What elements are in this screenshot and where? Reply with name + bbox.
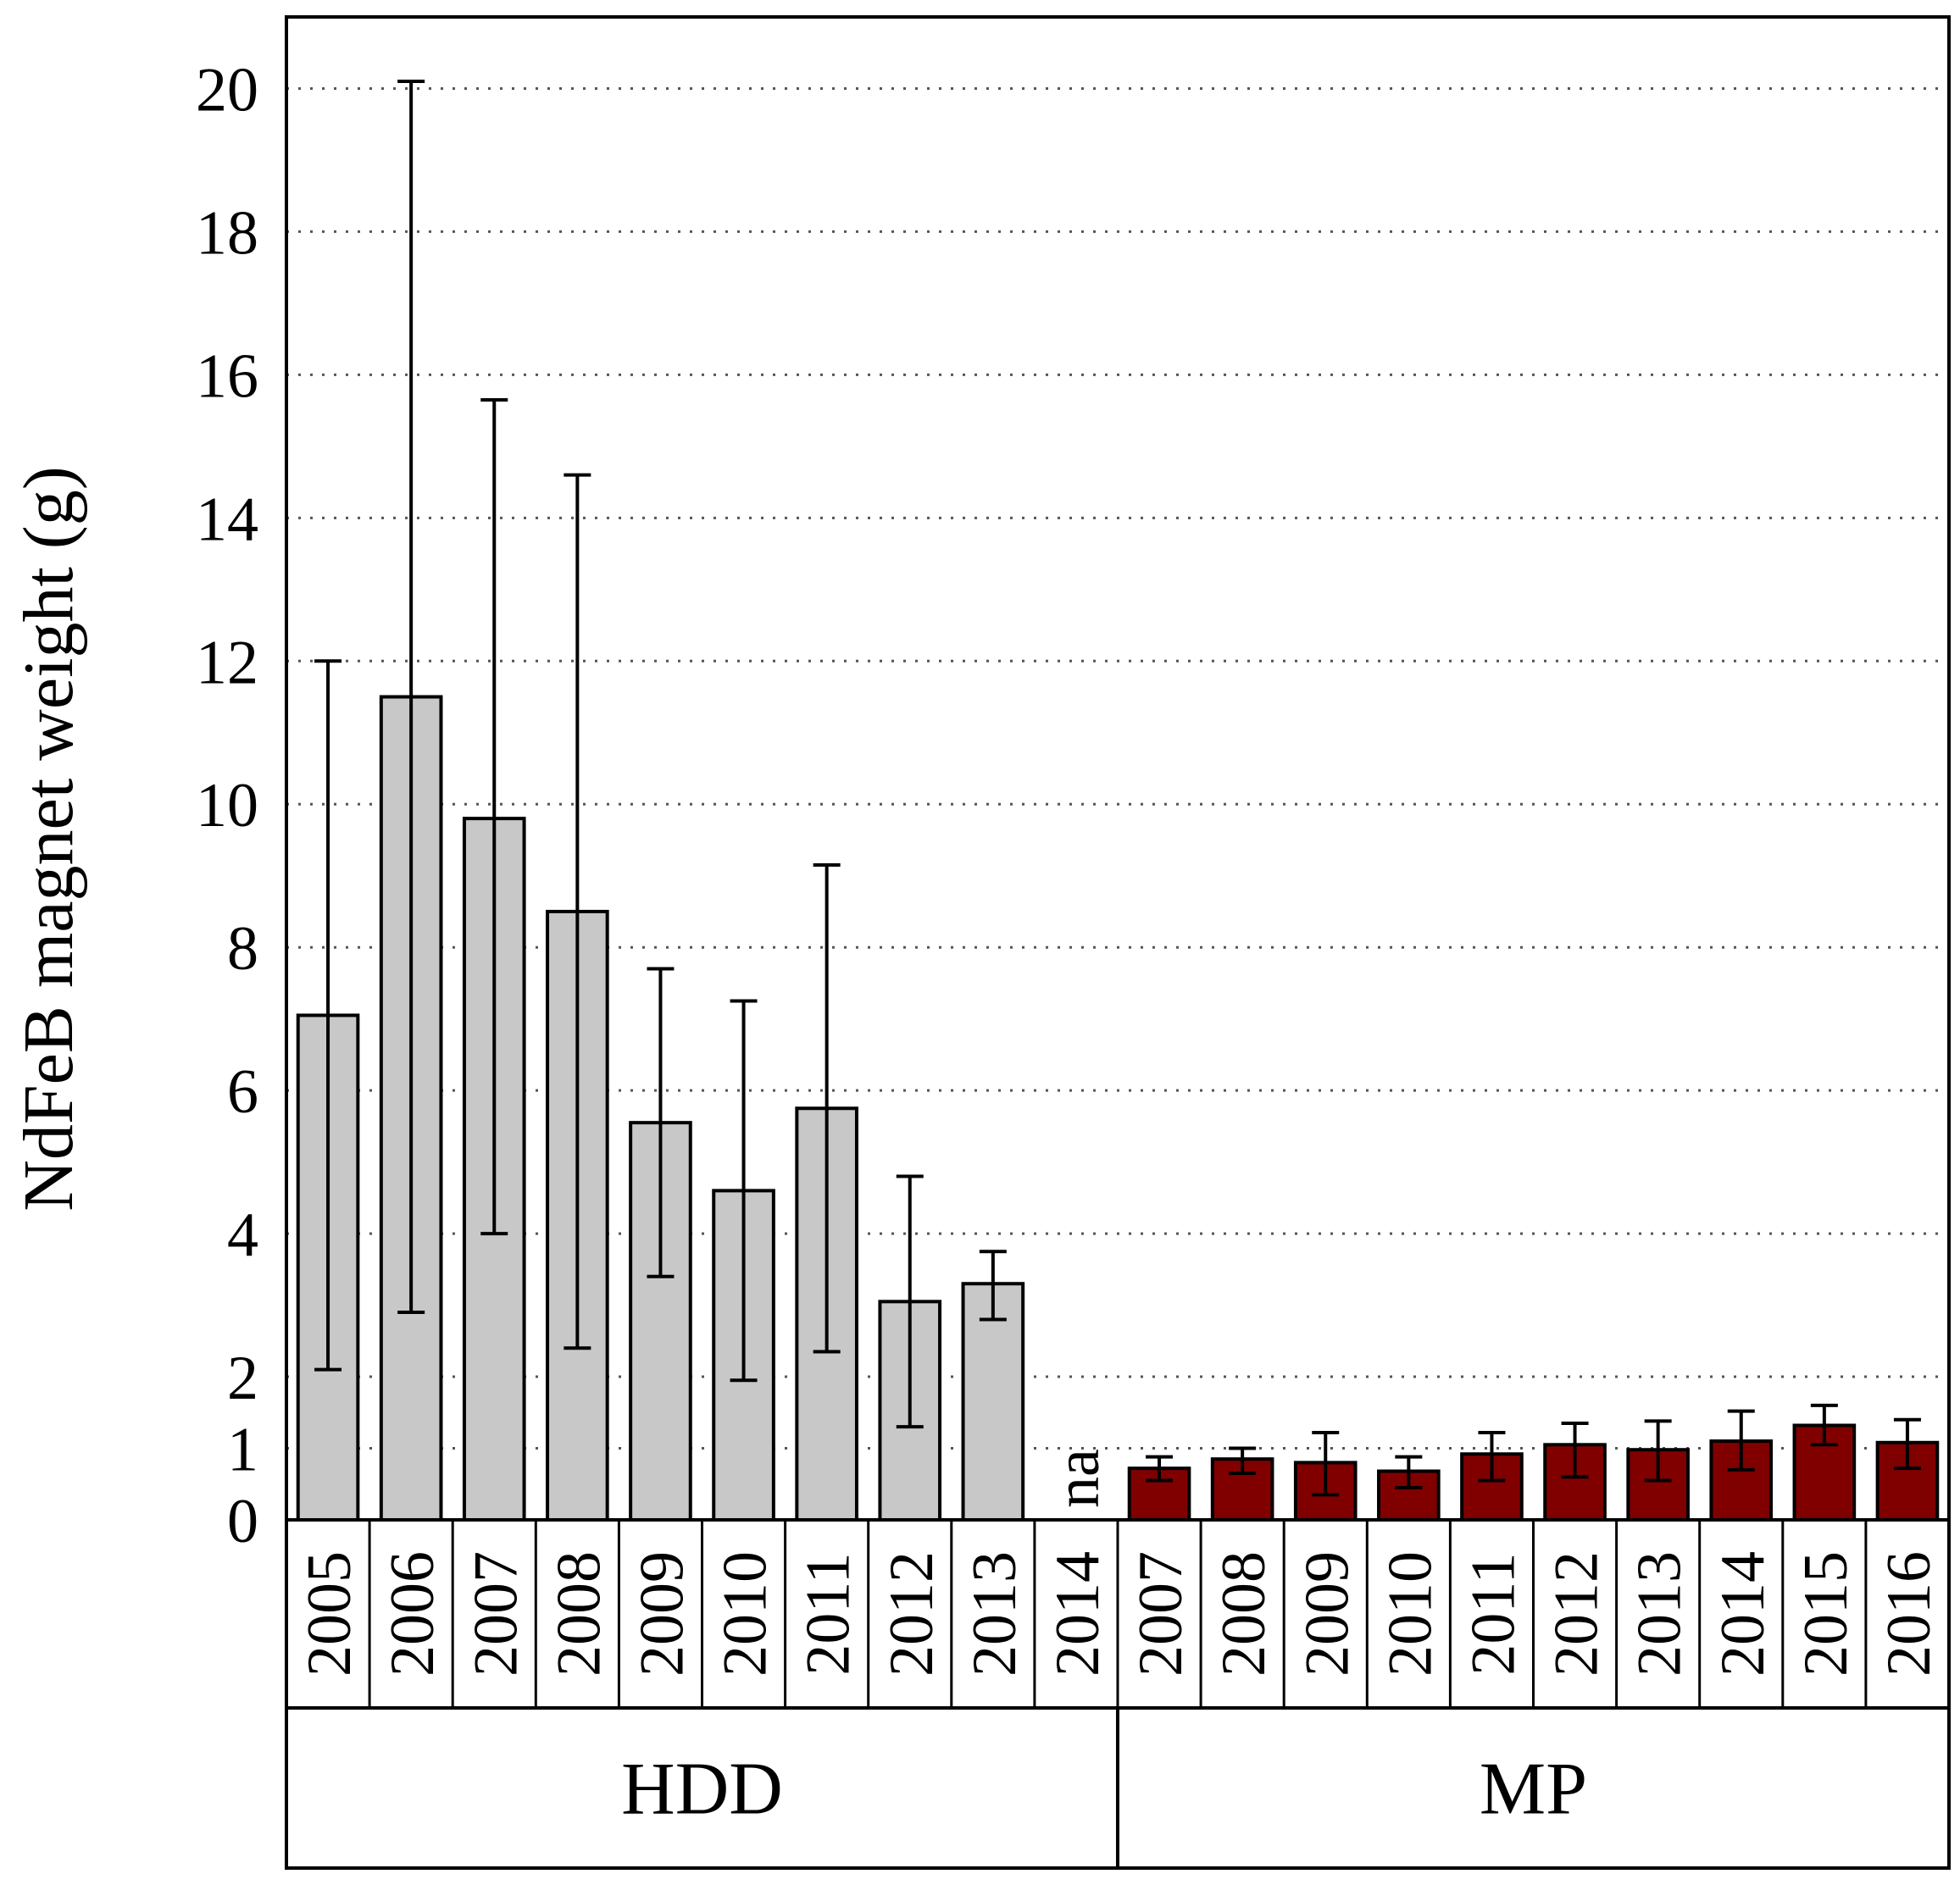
- group-label: HDD: [621, 1749, 783, 1831]
- category-label: 2005: [295, 1551, 364, 1677]
- category-label: 2007: [461, 1551, 530, 1677]
- category-axis: 2005 2006 2007 2008 2009 2010 2011 2012 2013 2014…: [295, 1520, 1944, 1868]
- error-bars: [314, 80, 1921, 1497]
- y-tick-label: 20: [196, 55, 258, 125]
- category-label: 2010: [711, 1551, 780, 1677]
- category-label: 2014: [1043, 1551, 1113, 1677]
- category-label: 2008: [1209, 1551, 1279, 1677]
- category-label: 2015: [1791, 1551, 1861, 1677]
- y-tick-label: 16: [196, 341, 258, 411]
- category-label: 2016: [1874, 1551, 1944, 1677]
- bars: na: [296, 695, 1940, 1522]
- gridlines: [286, 86, 1949, 1450]
- category-label: 2013: [960, 1551, 1030, 1677]
- y-axis-title: NdFeB magnet weight (g): [9, 466, 88, 1211]
- y-tick-label: 12: [196, 628, 258, 697]
- y-tick-label: 14: [196, 485, 258, 554]
- category-label: 2011: [1458, 1552, 1528, 1675]
- category-label: 2014: [1708, 1551, 1778, 1677]
- bar: [961, 1282, 1025, 1522]
- category-label: 2010: [1375, 1551, 1445, 1677]
- y-tick-label: 2: [227, 1344, 258, 1413]
- y-tick-label: 0: [227, 1487, 258, 1556]
- y-tick-label: 1: [227, 1416, 258, 1485]
- y-tick-label: 8: [227, 914, 258, 984]
- category-label: 2013: [1625, 1551, 1695, 1677]
- y-tick-label: 18: [196, 198, 258, 268]
- group-label: MP: [1480, 1749, 1587, 1831]
- y-tick-label: 6: [227, 1057, 258, 1127]
- y-tick-label: 4: [227, 1200, 258, 1270]
- category-label: 2009: [627, 1551, 697, 1677]
- category-label: 2009: [1292, 1551, 1362, 1677]
- category-label: 2006: [378, 1551, 447, 1677]
- category-label: 2011: [794, 1552, 863, 1675]
- y-tick-label: 10: [196, 771, 258, 840]
- category-label: 2008: [544, 1551, 614, 1677]
- na-label: na: [1043, 1449, 1113, 1508]
- category-label: 2012: [1542, 1551, 1612, 1677]
- category-label: 2007: [1126, 1551, 1196, 1677]
- category-label: 2012: [877, 1551, 947, 1677]
